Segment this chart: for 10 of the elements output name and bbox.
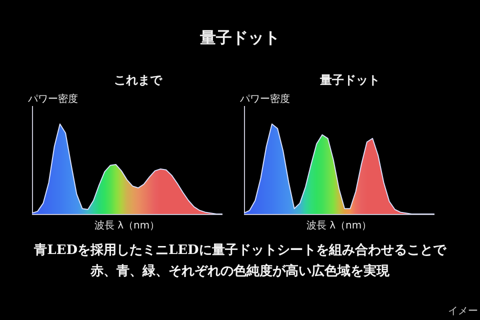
text: 量子ドット (199, 28, 281, 49)
x-axis-title: 波長 λ（nm） (306, 220, 372, 232)
x-axis-title: 波長 λ（nm） (94, 220, 160, 232)
text: イメー (448, 305, 478, 318)
text: 赤、青、緑、それぞれの色純度が高い広色域を実現 (90, 262, 390, 281)
y-axis-title: パワー密度 (240, 92, 290, 106)
y-axis-title: パワー密度 (28, 92, 78, 106)
chart-title: これまで (113, 72, 164, 89)
chart-title: 量子ドット (319, 72, 381, 89)
text: 青LEDを採用したミニLEDに量子ドットシートを組み合わせることで (33, 242, 448, 260)
